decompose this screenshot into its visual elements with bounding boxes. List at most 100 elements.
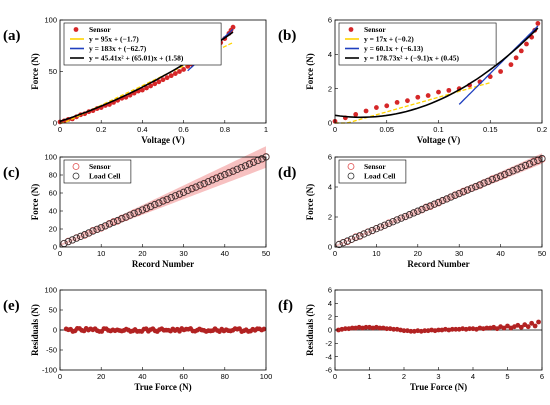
- x-tick-label: 40: [138, 372, 146, 381]
- data-circle: [180, 188, 188, 196]
- data-point: [508, 62, 514, 68]
- legend-label: Load Cell: [89, 172, 120, 181]
- data-circle: [77, 232, 85, 240]
- data-circle: [405, 211, 414, 219]
- y-tick-label: 6: [328, 16, 332, 25]
- legend-label: y = 45.41x² + (65.01)x + (1.58): [89, 54, 184, 63]
- data-circle: [221, 171, 229, 179]
- y-tick-label: 2: [328, 213, 332, 222]
- data-circle: [184, 186, 192, 195]
- data-circle: [468, 184, 476, 192]
- data-point: [449, 326, 455, 332]
- x-tick-label: 30: [455, 249, 463, 258]
- data-point: [160, 77, 166, 83]
- data-point: [498, 69, 503, 74]
- legend-label: Sensor: [364, 162, 386, 171]
- panel-label: (d): [278, 165, 296, 181]
- legend-label: y = 60.1x + (−6.13): [364, 44, 424, 53]
- data-circle: [463, 186, 472, 194]
- x-axis-title: Voltage (V): [141, 135, 184, 145]
- data-circle: [188, 185, 196, 193]
- data-circle: [204, 178, 212, 186]
- x-tick-label: 0.8: [220, 125, 230, 134]
- legend-label: Load Cell: [364, 172, 395, 181]
- data-point: [377, 325, 383, 331]
- legend-marker: [73, 27, 79, 32]
- x-tick-label: 1: [264, 125, 268, 134]
- legend-label: y = 95x + (−1.7): [89, 35, 139, 44]
- x-tick-label: 100: [260, 372, 273, 381]
- data-circle: [397, 214, 405, 222]
- panel-f: 0 1 2 3 4 5 6 -6 -4 -2 0 2 4 6 True Force (N) Residuals…: [278, 286, 544, 392]
- data-circle: [443, 195, 451, 203]
- y-tick-label: -2: [325, 339, 332, 348]
- data-point: [384, 326, 390, 332]
- data-circle: [68, 236, 76, 244]
- y-tick-label: 40: [49, 207, 57, 216]
- data-point: [529, 320, 535, 326]
- x-tick-label: 0.4: [137, 125, 147, 134]
- y-axis-title: Force (N): [305, 184, 315, 221]
- data-circle: [343, 237, 352, 245]
- data-circle: [381, 221, 389, 229]
- y-tick-label: -4: [325, 352, 332, 361]
- data-point: [422, 328, 428, 334]
- data-circle: [72, 234, 81, 242]
- legend-marker: [72, 172, 80, 180]
- legend-box: [338, 22, 497, 66]
- y-axis-title: Residuals (N): [305, 304, 315, 356]
- x-axis-title: True Force (N): [410, 382, 467, 392]
- x-tick-label: 4: [471, 372, 475, 381]
- data-circle: [126, 211, 134, 219]
- y-tick-label: -50: [46, 346, 57, 355]
- data-circle: [64, 238, 72, 246]
- data-circle: [200, 179, 208, 188]
- data-circle: [212, 174, 221, 182]
- data-circle: [385, 219, 393, 228]
- y-tick-label: 6: [328, 153, 332, 162]
- data-circle: [89, 227, 97, 235]
- data-circle: [118, 215, 126, 223]
- panel-d: 0 10 20 30 40 50 0 2 4 6 Record Number Force (N) (d)…: [278, 153, 546, 269]
- data-point: [363, 108, 369, 114]
- data-circle: [525, 160, 534, 168]
- data-circle: [347, 235, 356, 243]
- data-circle: [171, 192, 179, 200]
- y-tick-label: 0: [328, 243, 332, 252]
- data-point: [353, 112, 359, 117]
- data-point: [144, 85, 149, 91]
- data-circle: [364, 228, 372, 236]
- panel-c: 0 10 20 30 40 50 0 20 40 60 80 100 Record Number Forc…: [3, 146, 270, 269]
- panel-label: (e): [3, 298, 20, 314]
- data-circle: [488, 175, 496, 184]
- data-point: [467, 326, 472, 332]
- y-tick-label: 6: [328, 286, 332, 295]
- legend-label: Sensor: [89, 162, 111, 171]
- x-tick-label: 5: [505, 372, 509, 381]
- data-circle: [492, 174, 501, 182]
- axis-box: [334, 156, 543, 248]
- fit-line: [334, 27, 539, 119]
- y-tick-label: 100: [44, 286, 57, 295]
- data-point: [391, 326, 397, 332]
- data-point: [363, 324, 369, 330]
- y-tick-label: 0: [53, 326, 57, 335]
- data-circle: [138, 206, 146, 214]
- data-point: [405, 98, 410, 104]
- data-circle: [451, 191, 459, 199]
- y-tick-label: 2: [328, 84, 332, 93]
- data-point: [230, 24, 236, 30]
- data-circle: [509, 167, 517, 175]
- data-circle: [439, 197, 447, 205]
- data-circle: [368, 226, 376, 235]
- legend-box: [338, 159, 407, 184]
- data-circle: [122, 213, 130, 221]
- data-point: [384, 103, 390, 109]
- data-point: [484, 325, 490, 331]
- data-circle: [134, 208, 142, 216]
- x-tick-label: 6: [540, 372, 544, 381]
- x-tick-label: 50: [262, 249, 270, 258]
